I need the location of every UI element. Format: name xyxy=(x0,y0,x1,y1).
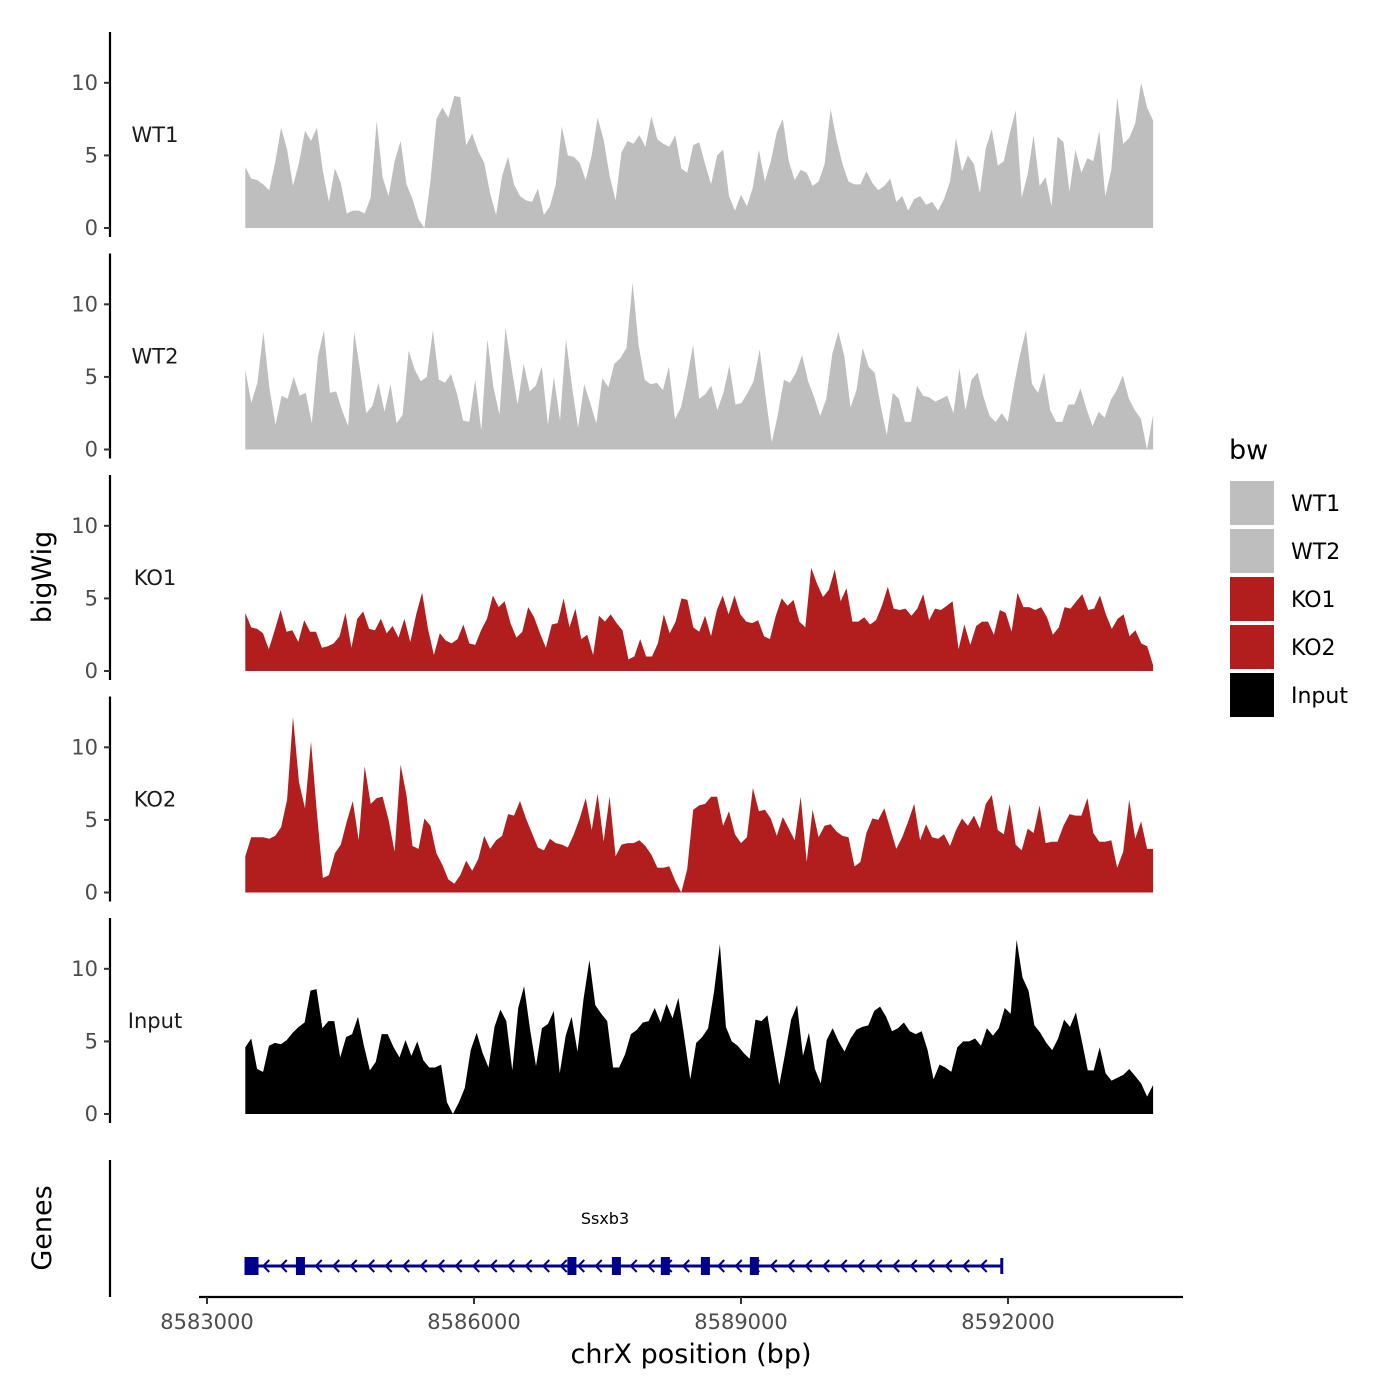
track-ko2: 0 5 10 KO2 xyxy=(71,696,1154,905)
strand-arrow xyxy=(804,1259,813,1273)
coverage-area-wt2 xyxy=(245,282,1154,450)
strand-arrow xyxy=(629,1259,638,1273)
strand-arrow xyxy=(821,1259,830,1273)
strand-arrow xyxy=(506,1259,515,1273)
track-label: Input xyxy=(128,1009,182,1033)
exon-block xyxy=(567,1257,577,1275)
genes-axis-title: Genes xyxy=(27,1185,58,1270)
exon-block xyxy=(700,1257,710,1275)
x-axis: 8583000 8586000 8589000 8592000 xyxy=(160,1295,1183,1334)
legend-key-input xyxy=(1228,671,1276,719)
gene-name-label: Ssxb3 xyxy=(581,1209,629,1228)
legend-label: KO2 xyxy=(1291,636,1336,661)
x-tick-label: 8592000 xyxy=(961,1310,1055,1334)
legend-label: WT2 xyxy=(1291,540,1340,565)
strand-arrow xyxy=(926,1259,935,1273)
strand-arrow xyxy=(349,1259,358,1273)
legend-key-wt2 xyxy=(1228,527,1276,575)
track-ko1: 0 5 10 KO1 xyxy=(71,475,1154,683)
y-tick-label: 5 xyxy=(85,365,98,389)
y-tick-label: 5 xyxy=(85,586,98,610)
track-input: 0 5 10 Input xyxy=(71,918,1154,1126)
strand-arrow xyxy=(454,1259,463,1273)
strand-arrow xyxy=(944,1259,953,1273)
legend-key-wt1 xyxy=(1228,479,1276,527)
strand-arrow xyxy=(681,1259,690,1273)
legend-label: WT1 xyxy=(1291,492,1340,517)
y-tick-label: 10 xyxy=(71,514,98,538)
exon-block xyxy=(611,1257,621,1275)
strand-arrow xyxy=(839,1259,848,1273)
strand-arrow xyxy=(541,1259,550,1273)
exon-block xyxy=(244,1257,259,1275)
exon-block xyxy=(749,1257,759,1275)
strand-arrow xyxy=(594,1259,603,1273)
strand-arrow xyxy=(401,1259,410,1273)
track-label: KO2 xyxy=(134,788,177,812)
legend-label: KO1 xyxy=(1291,588,1336,613)
coverage-area-ko1 xyxy=(245,567,1154,671)
legend-title: bw xyxy=(1229,435,1268,466)
y-tick-label: 0 xyxy=(85,1102,98,1126)
strand-arrow xyxy=(489,1259,498,1273)
coverage-area-input xyxy=(245,939,1154,1114)
legend-key-ko1 xyxy=(1228,575,1276,623)
strand-arrow xyxy=(874,1259,883,1273)
strand-arrow xyxy=(524,1259,533,1273)
track-label: WT1 xyxy=(132,123,179,147)
strand-arrow xyxy=(646,1259,655,1273)
gene-track: Ssxb3 xyxy=(108,1160,1004,1297)
exon-block xyxy=(660,1257,670,1275)
legend-key-ko2 xyxy=(1228,623,1276,671)
strand-arrow xyxy=(314,1259,323,1273)
strand-arrow xyxy=(471,1259,480,1273)
strand-arrow xyxy=(559,1259,568,1273)
track-wt2: 0 5 10 WT2 xyxy=(71,253,1154,462)
coverage-area-ko2 xyxy=(245,716,1154,893)
strand-arrow xyxy=(716,1259,725,1273)
y-tick-label: 0 xyxy=(85,216,98,240)
coverage-area-wt1 xyxy=(245,82,1154,228)
y-tick-label: 10 xyxy=(71,71,98,95)
strand-arrow xyxy=(856,1259,865,1273)
y-axis-title: bigWig xyxy=(27,531,58,624)
strand-arrow xyxy=(436,1259,445,1273)
y-tick-label: 10 xyxy=(71,957,98,981)
strand-arrow xyxy=(786,1259,795,1273)
strand-arrow xyxy=(366,1259,375,1273)
strand-arrow xyxy=(331,1259,340,1273)
track-wt1: 0 5 10 WT1 xyxy=(71,32,1154,240)
y-tick-label: 0 xyxy=(85,438,98,462)
x-axis-title: chrX position (bp) xyxy=(570,1339,811,1370)
x-tick-label: 8586000 xyxy=(427,1310,521,1334)
y-tick-label: 5 xyxy=(85,808,98,832)
strand-arrow xyxy=(576,1259,585,1273)
strand-arrow xyxy=(734,1259,743,1273)
exon-block xyxy=(295,1257,305,1275)
y-tick-label: 0 xyxy=(85,881,98,905)
strand-arrow xyxy=(419,1259,428,1273)
strand-arrow xyxy=(909,1259,918,1273)
strand-arrow xyxy=(961,1259,970,1273)
strand-arrow xyxy=(769,1259,778,1273)
strand-arrow xyxy=(384,1259,393,1273)
y-tick-label: 0 xyxy=(85,659,98,683)
track-label: KO1 xyxy=(134,566,177,590)
track-label: WT2 xyxy=(132,345,179,369)
strand-arrow xyxy=(261,1259,270,1273)
tracks-layer: 0 5 10 WT1 0 5 10 WT2 0 5 10 KO1 0 5 10 KO2 0 5 10 Input xyxy=(71,32,1154,1126)
y-tick-label: 10 xyxy=(71,735,98,759)
y-tick-label: 10 xyxy=(71,292,98,316)
y-tick-label: 5 xyxy=(85,1029,98,1053)
x-tick-label: 8589000 xyxy=(694,1310,788,1334)
x-tick-label: 8583000 xyxy=(160,1310,254,1334)
legend: bw WT1 WT2 KO1 KO2 Input xyxy=(1228,435,1348,719)
strand-arrow xyxy=(891,1259,900,1273)
y-tick-label: 5 xyxy=(85,143,98,167)
legend-label: Input xyxy=(1291,684,1348,709)
strand-arrow xyxy=(279,1259,288,1273)
strand-arrow xyxy=(979,1259,988,1273)
